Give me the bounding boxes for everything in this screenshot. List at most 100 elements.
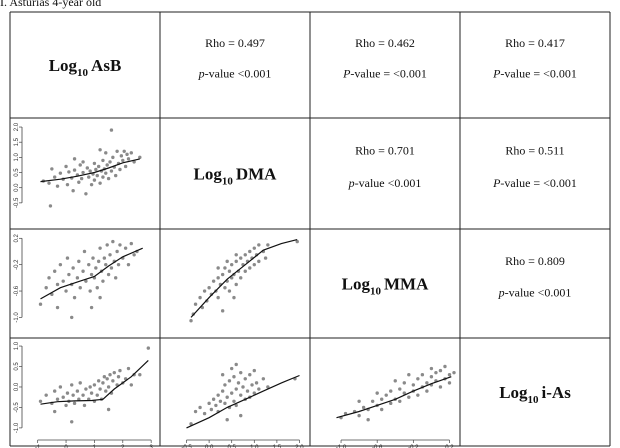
scatter-point: [429, 375, 434, 379]
scatter-point: [67, 170, 71, 174]
scatter-point: [72, 401, 77, 406]
fit-line: [40, 359, 149, 405]
scatter-point: [115, 249, 119, 254]
variable-title-0: Log10 AsB: [49, 56, 122, 79]
y-tick-label: 1.0: [14, 341, 20, 350]
variable-title-sub: 10: [77, 67, 89, 79]
scatter-point: [58, 385, 63, 389]
p-value-rest: -value = <0.001: [350, 67, 427, 81]
scatter-point: [106, 176, 111, 181]
scatter-point: [216, 393, 220, 397]
scatter-point: [71, 393, 75, 397]
scatter-point: [111, 379, 115, 383]
rho-text: Rho = 0.497: [205, 36, 265, 50]
p-value-text: P-value = <0.001: [342, 67, 427, 81]
scatter-point: [220, 372, 225, 377]
y-tick-label: 1.0: [14, 153, 20, 162]
scatter-point: [96, 164, 101, 169]
scatter-point: [223, 383, 227, 387]
scatter-point: [55, 282, 60, 287]
scatter-point: [81, 170, 85, 175]
scatter-point: [214, 403, 218, 408]
y-tick-label: 1.5: [14, 137, 20, 146]
scatter-point: [248, 249, 252, 254]
scatter-point: [407, 372, 411, 377]
scatter-point: [118, 167, 122, 172]
variable-title-name: MMA: [384, 275, 429, 294]
correlation-cell: Rho = 0.497 p-value <0.001: [198, 36, 272, 81]
scatter-point: [106, 272, 111, 277]
scatter-point: [118, 243, 122, 247]
scatter-point: [75, 389, 80, 393]
y-tick-label: 0.0: [14, 382, 20, 391]
scatter-point: [88, 169, 92, 173]
correlation-cell: Rho = 0.701 p-value <0.001: [348, 144, 422, 190]
y-tick-label: -0.5: [14, 402, 20, 413]
scatter-point: [125, 152, 129, 157]
y-tick-label: 2.0: [14, 122, 20, 131]
fit-line: [336, 376, 452, 419]
scatter-point: [389, 389, 393, 393]
scatter-point: [216, 276, 220, 280]
scatter-point: [209, 407, 214, 412]
scatter-point: [189, 319, 193, 323]
variable-title-name: DMA: [236, 165, 277, 184]
scatter-point: [234, 282, 238, 287]
variable-title-name: i-As: [542, 383, 572, 402]
p-value-rest: -value = <0.001: [500, 67, 577, 81]
scatter-point: [79, 176, 84, 181]
scatter-point: [98, 387, 102, 391]
scatter-point: [65, 391, 70, 395]
scatter-point: [254, 381, 259, 385]
variable-title-base: Log: [194, 165, 223, 184]
scatter-point: [38, 302, 43, 306]
scatter-point: [234, 259, 238, 264]
scatter-point: [98, 181, 102, 185]
scatter-point: [263, 256, 268, 260]
scatter-point: [252, 391, 256, 395]
scatter-point: [94, 167, 98, 172]
fit-line: [40, 247, 143, 300]
correlation-cell: Rho = 0.462 P-value = <0.001: [342, 36, 427, 81]
scatter-point: [81, 269, 85, 273]
scatter-point: [357, 413, 361, 418]
scatter-point: [357, 399, 361, 404]
scatter-point: [58, 262, 63, 267]
scatter-point: [266, 385, 270, 389]
p-value-text: P-value = <0.001: [492, 176, 577, 190]
scatter-point: [389, 401, 393, 406]
scatter-point: [243, 253, 247, 257]
scatter-point: [384, 393, 388, 397]
scatter-point: [223, 401, 227, 406]
scatter-point: [78, 163, 82, 167]
scatter-point: [447, 372, 452, 377]
figure-caption: I. Asturias 4-year old: [0, 0, 102, 9]
scatter-point: [138, 372, 142, 377]
scatter-point: [232, 399, 236, 404]
scatter-point: [230, 366, 234, 371]
scatter-point: [82, 403, 87, 408]
scatter-panel: -1.0-0.6-0.20.2: [336, 364, 456, 448]
scatter-point: [52, 175, 57, 179]
p-value-label: p: [198, 67, 205, 81]
scatter-point: [207, 286, 211, 290]
scatter-point: [50, 167, 54, 171]
scatter-point: [227, 379, 232, 383]
p-value-rest: -value = <0.001: [500, 176, 577, 190]
scatter-point: [98, 148, 102, 152]
scatter-point: [105, 163, 109, 167]
scatter-point: [243, 269, 247, 273]
scatter-point: [407, 395, 411, 399]
scatter-point: [220, 309, 225, 313]
scatter-point: [112, 370, 116, 375]
scatter-point: [123, 164, 128, 169]
scatter-point: [241, 385, 245, 389]
y-tick-label: 0.2: [14, 233, 20, 242]
scatter-point: [109, 266, 114, 270]
scatter-point: [402, 391, 406, 395]
p-value-label: p: [348, 176, 355, 190]
scatter-point: [257, 243, 261, 247]
scatter-point: [87, 175, 91, 179]
correlation-cell: Rho = 0.511 P-value = <0.001: [492, 144, 577, 190]
correlation-cell: Rho = 0.417 P-value = <0.001: [492, 36, 577, 81]
